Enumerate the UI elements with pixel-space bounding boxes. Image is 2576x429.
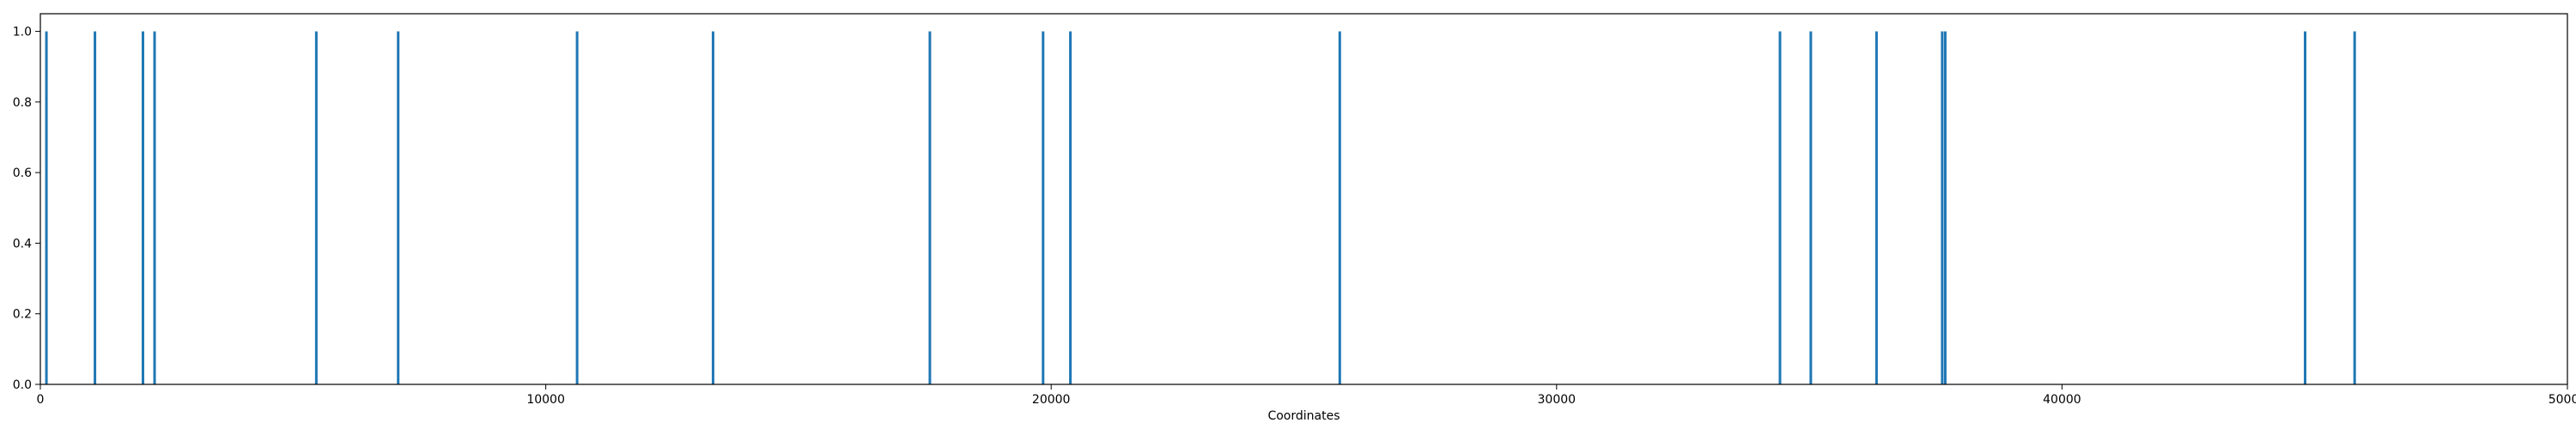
bar-6 — [575, 31, 579, 384]
bar-9 — [1042, 31, 1045, 384]
y-tick-label: 1.0 — [13, 26, 32, 39]
bar-1 — [94, 31, 97, 384]
bar-0 — [45, 31, 48, 384]
bar-4 — [314, 31, 318, 384]
y-tick-label: 0.6 — [13, 166, 32, 180]
y-axis: 0.0 0.2 0.4 0.6 0.8 1.0 — [13, 26, 40, 392]
bar-5 — [397, 31, 400, 384]
bar-18 — [2353, 31, 2356, 384]
x-tick-label: 0 — [37, 393, 45, 407]
bar-13 — [1809, 31, 1813, 384]
bar-10 — [1069, 31, 1072, 384]
bar-12 — [1778, 31, 1782, 384]
x-axis-label: Coordinates — [1267, 409, 1340, 423]
plot-frame — [39, 13, 2568, 385]
y-tick-label: 0.2 — [13, 308, 32, 322]
bar-2 — [141, 31, 144, 384]
x-tick-label: 10000 — [526, 393, 565, 407]
bar-series — [45, 31, 2356, 384]
y-tick-label: 0.8 — [13, 96, 32, 110]
bar-3 — [153, 31, 156, 384]
bar-16 — [1943, 31, 1947, 384]
bar-8 — [928, 31, 932, 384]
y-tick-label: 0.4 — [13, 237, 32, 251]
y-tick-label: 0.0 — [13, 378, 32, 392]
bar-15 — [1941, 31, 1944, 384]
x-tick-label: 40000 — [2043, 393, 2081, 407]
bar-7 — [711, 31, 714, 384]
x-tick-label: 30000 — [1538, 393, 1577, 407]
bar-17 — [2304, 31, 2307, 384]
bar-11 — [1338, 31, 1341, 384]
x-tick-label: 20000 — [1032, 393, 1071, 407]
bar-14 — [1874, 31, 1878, 384]
